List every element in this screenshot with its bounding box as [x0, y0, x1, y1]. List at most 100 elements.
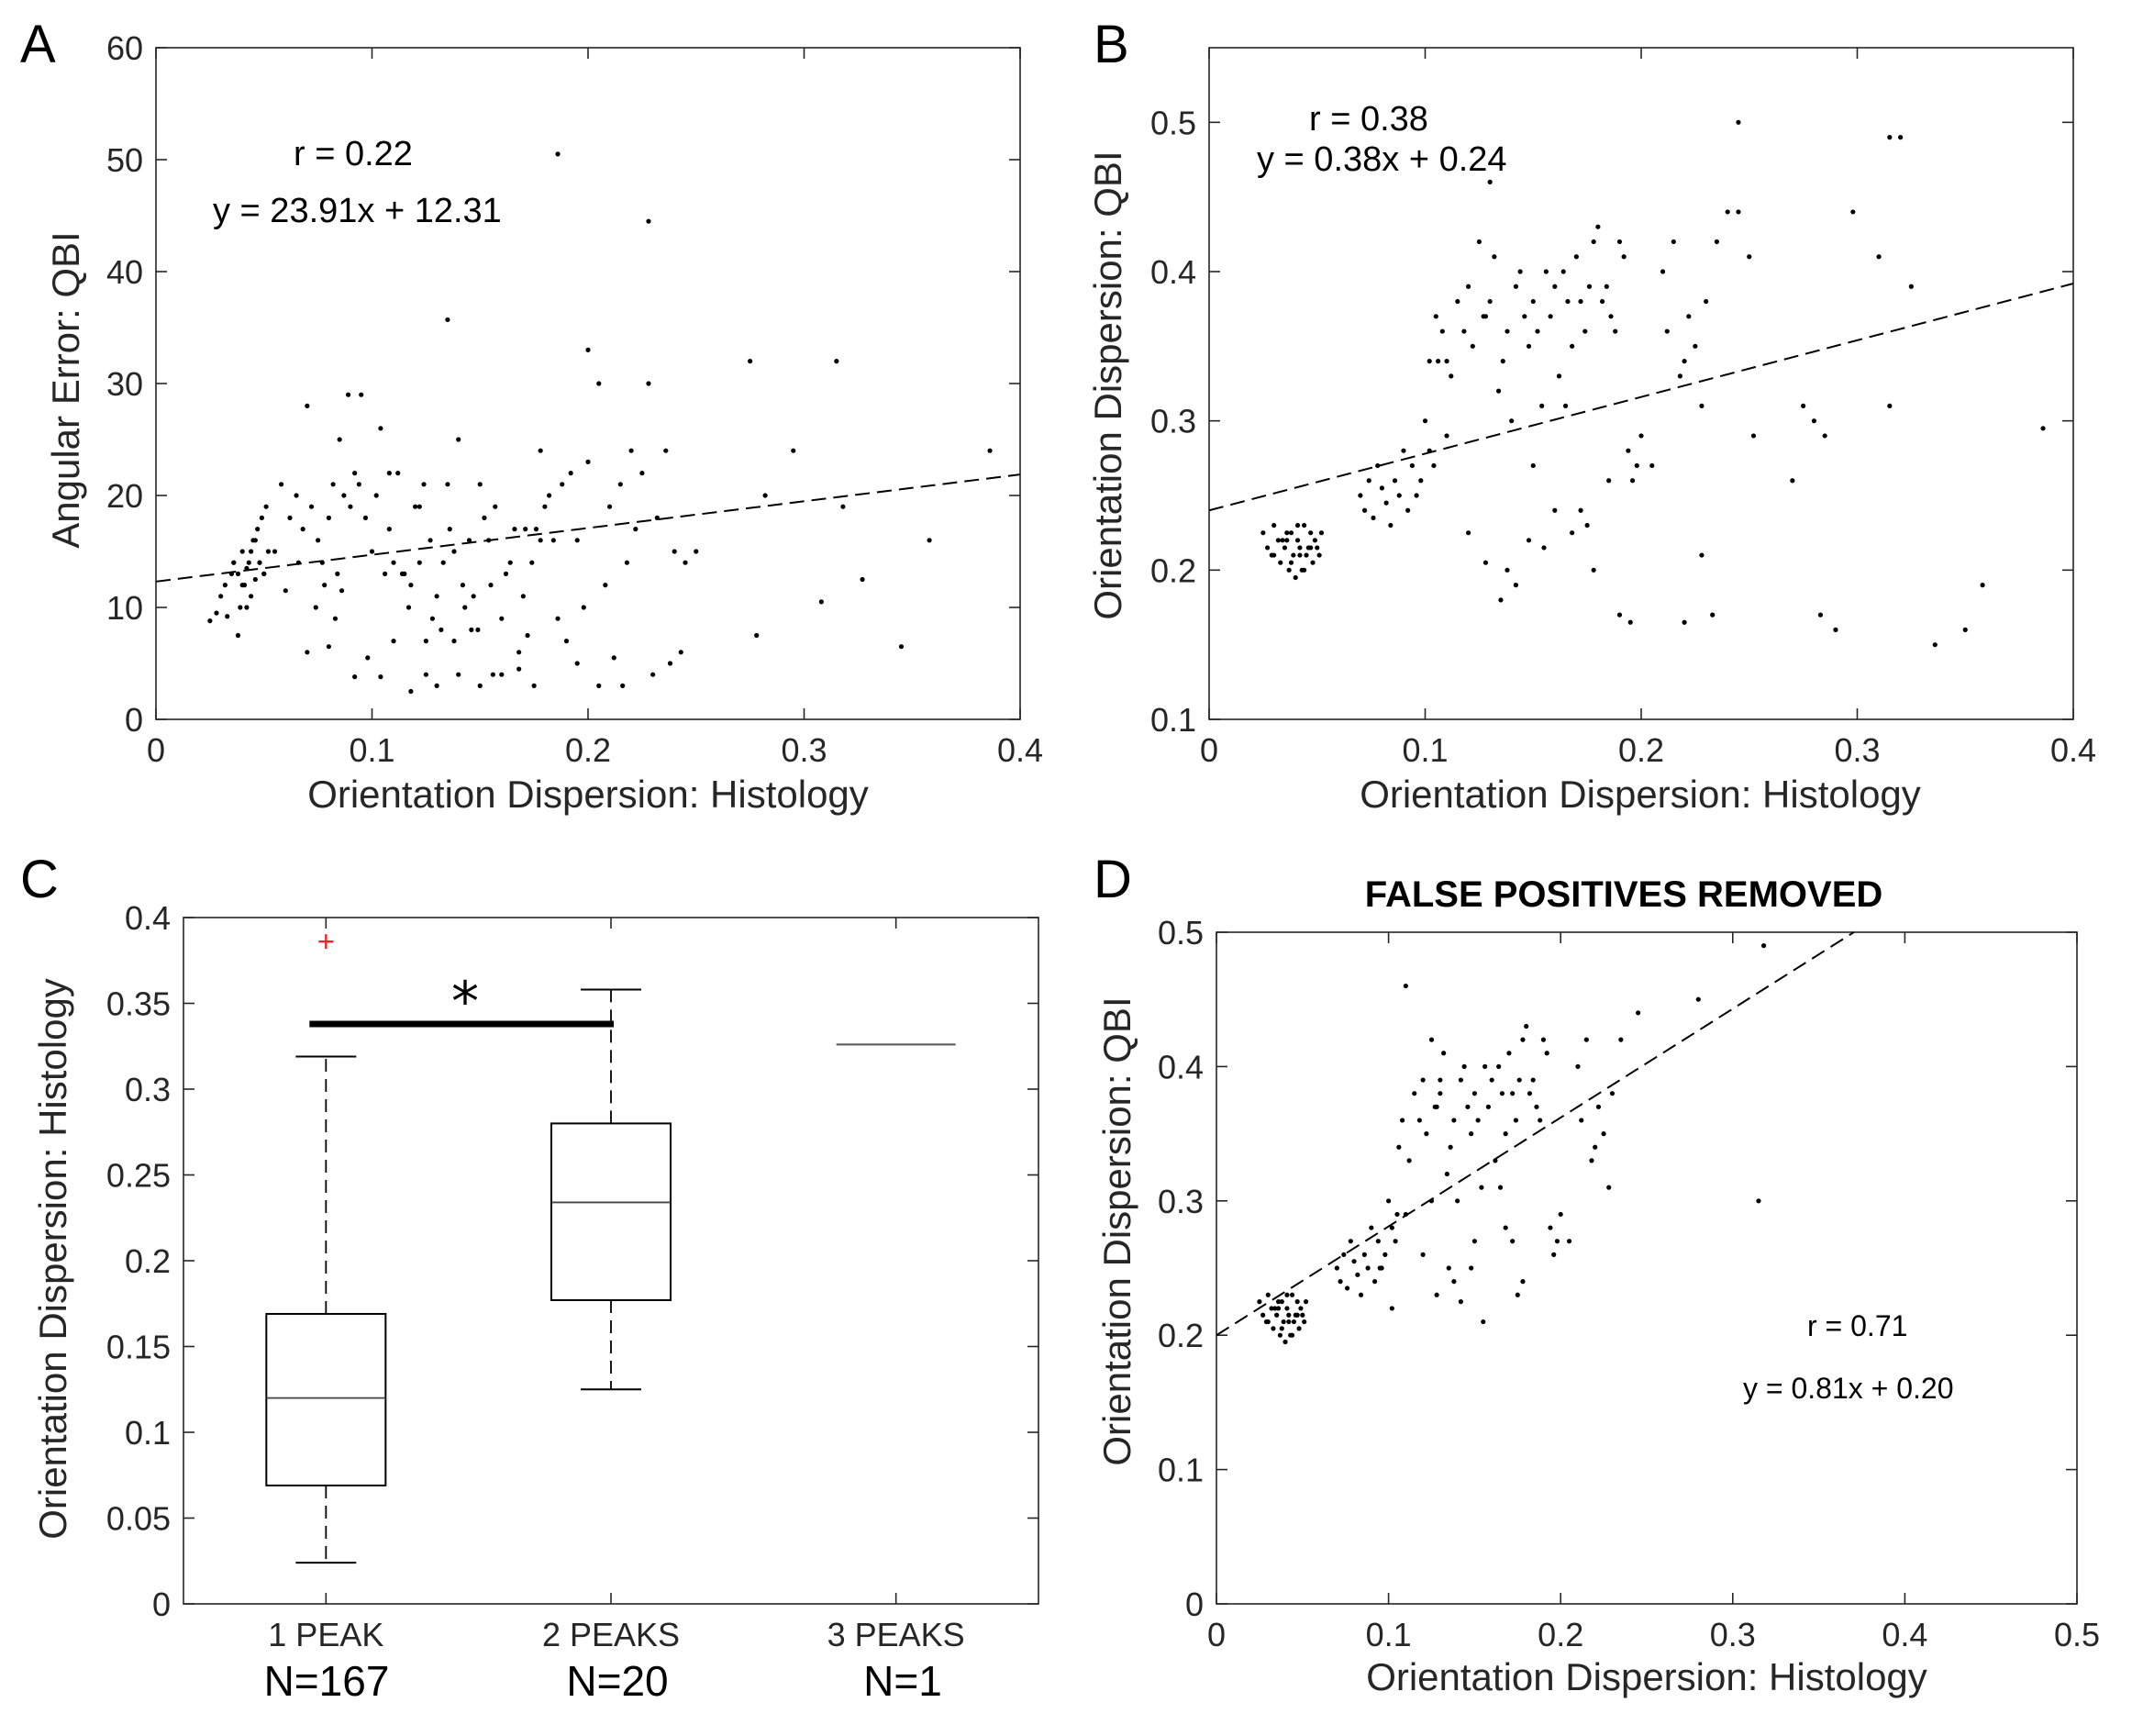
panel-d-ytick-label: 0.2 [1158, 1317, 1204, 1354]
panel-c-ytick-label: 0.15 [106, 1329, 171, 1366]
panel-d-ytick-label: 0.3 [1158, 1183, 1204, 1220]
panel-b-data-point [1693, 343, 1698, 349]
panel-b-data-point [1310, 560, 1316, 565]
panel-b-data-point [1358, 493, 1363, 498]
panel-b-data-point [1476, 239, 1482, 245]
panel-b-data-point [1876, 254, 1882, 260]
panel-d-data-point [1606, 1185, 1612, 1190]
panel-d-data-point [1277, 1332, 1283, 1338]
panel-a-data-point [516, 666, 522, 672]
panel-b-data-point [1790, 478, 1795, 484]
panel-b-data-point [1613, 328, 1618, 334]
panel-a-data-point [244, 565, 250, 571]
panel-a-data-point [235, 632, 241, 639]
panel-a-data-point [378, 426, 383, 431]
panel-a-data-point [238, 605, 243, 610]
panel-d-data-point [1471, 1239, 1477, 1244]
panel-a-data-point [222, 583, 228, 588]
panel-b-data-point [1366, 478, 1371, 484]
panel-d-data-point [1544, 1051, 1549, 1056]
panel-b-annotation-eq: y = 0.38x + 0.24 [1257, 140, 1507, 179]
panel-a-ytick-label: 60 [106, 29, 143, 67]
panel-a-data-point [305, 650, 310, 655]
panel-a-data-point [352, 674, 358, 680]
panel-d-data-point [1595, 1104, 1602, 1109]
panel-a-data-point [462, 605, 468, 610]
panel-a-data-point [654, 515, 660, 521]
panel-d-data-point [1756, 1198, 1761, 1204]
panel-d-data-point [1593, 1144, 1598, 1150]
panel-a-xtick-label: 0.2 [565, 731, 611, 769]
panel-b-data-point [1409, 462, 1415, 469]
panel-a-ytick-label: 30 [106, 365, 143, 403]
panel-b-data-point [1461, 328, 1467, 334]
count-label-2-peaks: N=20 [566, 1657, 668, 1705]
panel-a-data-point [542, 504, 548, 509]
panel-a-data-point [596, 381, 602, 386]
panel-a-data-point [840, 504, 846, 509]
panel-b-fit-line [1208, 283, 2074, 512]
panel-a-data-point [456, 437, 461, 442]
panel-a-data-point [503, 571, 509, 577]
panel-b-data-point [1608, 314, 1614, 319]
panel-d-data-point [1269, 1306, 1274, 1311]
panel-b-xtick-label: 0.3 [1834, 731, 1880, 769]
panel-a-data-point [295, 560, 302, 565]
panel-a-data-point [330, 482, 336, 487]
panel-b-data-point [1570, 343, 1575, 349]
panel-d-data-point [1527, 1091, 1533, 1096]
panel-d-data-point [1375, 1239, 1381, 1244]
panel-a-data-point [378, 674, 383, 680]
panel-b-data-point [1600, 298, 1605, 305]
panel-d-data-point [1601, 1131, 1606, 1137]
panel-b-data-point [1586, 284, 1593, 289]
panel-d-data-point [1516, 1077, 1522, 1083]
panel-a-xtick-label: 0.4 [997, 731, 1043, 769]
panel-b-data-point [2040, 426, 2046, 431]
panel-b-data-point [1439, 328, 1445, 334]
panel-b-data-point [1616, 239, 1623, 245]
panel-d-data-point [1416, 1118, 1422, 1123]
panel-a-annotation-eq: y = 23.91x + 12.31 [213, 192, 502, 230]
count-label-1-peak: N=167 [264, 1657, 390, 1705]
panel-d-data-point [1499, 1091, 1505, 1096]
panel-b-data-point [1649, 462, 1655, 469]
panel-a-data-point [499, 616, 505, 621]
panel-a-data-point [633, 527, 638, 532]
panel-b-data-point [1318, 530, 1325, 536]
panel-a-data-point [423, 672, 428, 677]
panel-b-data-point [1280, 538, 1285, 543]
panel-a-data-point [568, 471, 573, 476]
panel-d-data-point [1396, 1144, 1402, 1150]
panel-a-ytick-label: 10 [106, 589, 143, 627]
panel-d-data-point [1538, 1118, 1543, 1123]
panel-a-data-point [520, 594, 526, 599]
panel-a-data-point [525, 632, 530, 639]
panel-d-data-point [1298, 1306, 1304, 1311]
panel-a-data-point [272, 549, 278, 554]
panel-d-data-point [1554, 1239, 1560, 1244]
panel-a-data-point [326, 515, 331, 521]
panel-d-data-point [1428, 1037, 1435, 1042]
panel-d-data-point [1371, 1279, 1378, 1285]
panel-c-ytick-label: 0.2 [125, 1242, 171, 1280]
panel-a-data-point [451, 639, 457, 644]
panel-a-data-point [429, 616, 436, 621]
panel-d-data-point [1281, 1319, 1286, 1325]
panel-b-data-point [1260, 530, 1266, 536]
panel-b-data-point [1710, 612, 1716, 618]
panel-d-data-point [1438, 1077, 1443, 1083]
panel-d-data-point [1583, 1037, 1589, 1042]
panel-d-data-point [1351, 1259, 1357, 1264]
panel-d-data-point [1400, 1118, 1405, 1123]
panel-a-data-point [434, 683, 439, 689]
panel-a-data-point [337, 437, 342, 442]
panel-b-xtick-label: 0.2 [1618, 731, 1664, 769]
panel-c-ytick-label: 0.35 [106, 985, 171, 1023]
panel-d-ytick-label: 0.1 [1158, 1452, 1204, 1489]
panel-a-data-point [574, 661, 580, 666]
panel-b-data-point [1522, 314, 1527, 319]
panel-a-data-point [294, 493, 299, 498]
panel-d-data-point [1283, 1339, 1288, 1345]
